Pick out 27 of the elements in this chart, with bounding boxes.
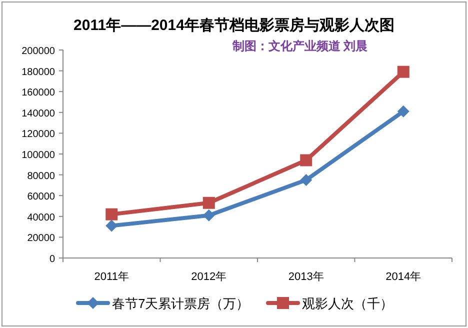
y-tick-label: 80000 [27, 170, 56, 182]
y-tick-label: 160000 [22, 88, 56, 99]
y-tick-label: 60000 [27, 192, 56, 203]
legend-label: 春节7天累计票房（万） [112, 296, 250, 311]
legend-label: 观影人次（千） [302, 296, 393, 311]
y-tick-label: 120000 [22, 129, 56, 140]
chart-title: 2011年——2014年春节档电影票房与观影人次图 [74, 16, 394, 34]
point [202, 209, 215, 222]
point [397, 66, 410, 78]
point [202, 196, 215, 209]
x-tick-label: 2013年 [288, 271, 324, 283]
x-tick-label: 2014年 [386, 271, 422, 283]
y-tick-label: 180000 [22, 66, 56, 78]
y-tick-label: 100000 [22, 150, 56, 161]
chart-subtitle: 制图：文化产业频道 刘晨 [231, 39, 368, 53]
point [106, 208, 118, 220]
point [300, 154, 312, 166]
y-tick-label: 40000 [27, 212, 56, 224]
x-tick-label: 2012年 [191, 271, 227, 283]
point [106, 220, 118, 232]
point [397, 105, 410, 118]
y-tick-label: 140000 [22, 108, 56, 120]
y-tick-label: 20000 [27, 233, 56, 244]
y-tick-label: 0 [49, 254, 56, 265]
x-tick-label: 2011年 [94, 271, 129, 283]
point [300, 174, 312, 186]
y-tick-label: 200000 [22, 46, 56, 57]
